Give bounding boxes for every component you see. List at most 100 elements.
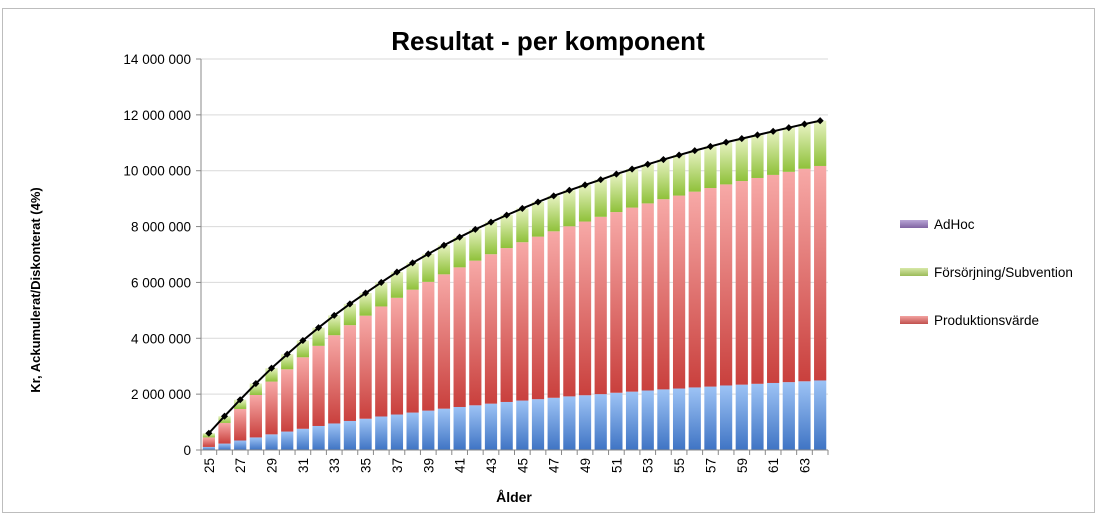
bar-segment	[437, 408, 451, 450]
bar-segment	[375, 306, 388, 417]
legend-item-forsorjning: Försörjning/Subvention	[900, 262, 1073, 282]
bar-segment	[437, 245, 451, 275]
y-tick-label: 2 000 000	[131, 387, 191, 402]
bar-segment	[657, 159, 670, 200]
x-tick-label: 37	[390, 458, 405, 473]
bar-segment	[422, 253, 435, 282]
total-line-marker	[362, 289, 370, 297]
x-tick-label: 45	[515, 458, 530, 473]
bar-segment	[672, 195, 686, 389]
bar-segment	[406, 262, 419, 290]
bar-segment	[641, 203, 654, 391]
total-line-marker	[565, 186, 573, 194]
bar-segment	[500, 401, 513, 450]
total-line-marker	[346, 300, 354, 308]
bar-segment	[767, 131, 780, 175]
x-tick-label: 61	[766, 458, 781, 473]
bar-segment	[469, 260, 482, 406]
bar-segment	[782, 171, 795, 383]
total-line-marker	[299, 336, 307, 345]
total-line-marker	[597, 176, 605, 184]
total-line-marker	[409, 259, 417, 267]
y-tick-label: 4 000 000	[131, 331, 191, 346]
legend-label-adhoc: AdHoc	[934, 216, 975, 232]
bar-segment	[484, 254, 498, 404]
x-tick-label: 35	[359, 458, 374, 473]
bar-segment	[531, 236, 545, 400]
bar-segment	[657, 389, 670, 450]
bar-segment	[234, 440, 247, 450]
x-tick-label: 55	[672, 458, 687, 473]
y-tick-label: 14 000 000	[123, 52, 191, 67]
total-line-marker	[628, 165, 636, 173]
bar-segment	[531, 201, 545, 237]
bar-segment	[688, 387, 701, 450]
y-tick-label: 10 000 000	[123, 164, 191, 179]
bar-segment	[531, 399, 545, 450]
total-line-marker	[800, 120, 809, 128]
bar-segment	[484, 403, 498, 450]
bar-segment	[375, 416, 388, 450]
bar-segment	[672, 155, 686, 196]
bar-segment	[249, 394, 262, 438]
bar-segment	[782, 382, 795, 450]
bar-segment	[202, 437, 215, 447]
bar-segment	[735, 181, 748, 385]
bar-segment	[422, 281, 435, 411]
bar-segment	[359, 418, 372, 450]
total-line-group	[205, 117, 824, 437]
bar-segment	[798, 168, 811, 382]
y-tick-label: 12 000 000	[123, 108, 191, 123]
bar-segment	[296, 357, 310, 429]
total-line-marker	[503, 211, 511, 219]
total-line-marker	[205, 429, 213, 437]
bar-segment	[343, 325, 357, 421]
bar-segment	[704, 146, 717, 189]
bar-segment	[249, 383, 262, 395]
x-tick-label: 31	[296, 458, 311, 473]
total-line-marker	[330, 311, 338, 319]
total-line-marker	[738, 135, 746, 143]
bar-stack-group	[202, 120, 827, 450]
legend-label-forsorjning: Försörjning/Subvention	[934, 264, 1073, 280]
total-line-marker	[706, 142, 714, 150]
total-line-marker	[769, 127, 777, 135]
bar-segment	[328, 315, 341, 336]
x-axis-ticks: 25 27 29 31 33 35 37 39 41 43 45 47 49 51 53 55 57 59 61 63	[200, 450, 829, 473]
bar-segment	[422, 410, 435, 450]
bar-segment	[328, 423, 341, 450]
bar-segment	[688, 191, 701, 388]
total-line-marker	[785, 124, 793, 132]
x-tick-label: 33	[327, 458, 342, 473]
total-line-marker	[377, 278, 385, 286]
x-tick-label: 49	[578, 458, 593, 473]
bar-segment	[704, 386, 717, 450]
bar-segment	[343, 420, 357, 450]
bar-segment	[281, 369, 294, 432]
bar-segment	[578, 395, 592, 450]
y-axis-ticks: 0 2 000 000 4 000 000 6 000 000 8 000 000 10 …	[123, 52, 201, 458]
total-line-marker	[675, 151, 683, 159]
x-tick-label: 43	[484, 458, 499, 473]
bar-segment	[390, 414, 404, 450]
total-line-marker	[722, 138, 730, 146]
bar-segment	[625, 207, 639, 392]
bar-segment	[312, 425, 325, 450]
x-tick-label: 53	[641, 458, 656, 473]
bar-segment	[751, 134, 764, 178]
bar-segment	[390, 272, 404, 298]
total-line-marker	[753, 131, 761, 139]
total-line-marker	[487, 218, 495, 226]
bar-segment	[218, 443, 231, 450]
bar-segment	[672, 388, 686, 450]
total-line-marker	[816, 117, 824, 125]
bar-segment	[265, 381, 278, 435]
y-axis-label: Kr, Ackumulerat/Diskonterat (4%)	[28, 187, 43, 392]
total-line-marker	[691, 147, 699, 155]
total-line-marker	[268, 364, 276, 372]
bar-segment	[218, 422, 231, 444]
bar-segment	[798, 381, 811, 450]
x-tick-label: 63	[797, 458, 812, 473]
bar-segment	[516, 400, 529, 450]
